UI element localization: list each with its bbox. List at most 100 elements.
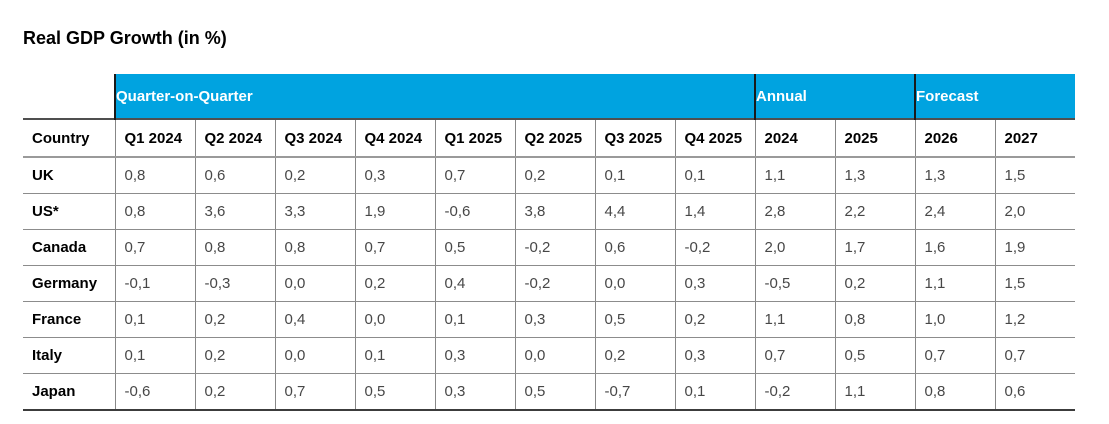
column-header-2024: 2024 xyxy=(754,118,835,158)
table-cell: 0,3 xyxy=(434,337,515,374)
table-cell: 2,4 xyxy=(914,193,995,230)
table-row-germany: Germany -0,1 -0,3 0,0 0,2 0,4 -0,2 0,0 0… xyxy=(23,265,1075,302)
table-cell: 0,7 xyxy=(434,157,515,194)
table-cell: 1,6 xyxy=(914,229,995,266)
table-cell: 0,7 xyxy=(914,337,995,374)
table-cell: 0,6 xyxy=(994,373,1075,411)
table-cell: 0,3 xyxy=(354,157,435,194)
table-cell: -0,2 xyxy=(514,265,595,302)
column-header-2026: 2026 xyxy=(914,118,995,158)
table-cell: 0,2 xyxy=(194,301,275,338)
table-cell: 0,5 xyxy=(514,373,595,411)
row-header-italy: Italy xyxy=(23,337,115,374)
table-cell: 0,3 xyxy=(514,301,595,338)
table-cell: 0,5 xyxy=(834,337,915,374)
table-cell: -0,5 xyxy=(754,265,835,302)
table-cell: 0,7 xyxy=(994,337,1075,374)
table-cell: 2,0 xyxy=(754,229,835,266)
table-cell: 0,4 xyxy=(434,265,515,302)
table-cell: 1,2 xyxy=(994,301,1075,338)
table-cell: 3,6 xyxy=(194,193,275,230)
table-cell: 1,5 xyxy=(994,265,1075,302)
group-band-annual: Annual xyxy=(754,74,915,119)
table-cell: 0,6 xyxy=(194,157,275,194)
table-cell: 0,2 xyxy=(194,373,275,411)
table-cell: 0,0 xyxy=(354,301,435,338)
page-title: Real GDP Growth (in %) xyxy=(23,28,227,48)
table-cell: 0,8 xyxy=(274,229,355,266)
column-header-q3-2025: Q3 2025 xyxy=(594,118,675,158)
table-cell: 4,4 xyxy=(594,193,675,230)
column-header-q1-2024: Q1 2024 xyxy=(114,118,195,158)
row-header-japan: Japan xyxy=(23,373,115,411)
table-row-canada: Canada 0,7 0,8 0,8 0,7 0,5 -0,2 0,6 -0,2… xyxy=(23,229,1075,266)
table-cell: 1,1 xyxy=(754,157,835,194)
table-cell: 0,8 xyxy=(194,229,275,266)
table-cell: 0,2 xyxy=(674,301,755,338)
table-row-us: US* 0,8 3,6 3,3 1,9 -0,6 3,8 4,4 1,4 2,8… xyxy=(23,193,1075,230)
table-cell: 2,8 xyxy=(754,193,835,230)
gdp-growth-table: Quarter-on-Quarter Annual Forecast Count… xyxy=(23,74,1075,411)
table-cell: 0,3 xyxy=(674,337,755,374)
row-header-uk: UK xyxy=(23,157,115,194)
table-cell: 0,7 xyxy=(754,337,835,374)
row-header-us: US* xyxy=(23,193,115,230)
group-band-row: Quarter-on-Quarter Annual Forecast xyxy=(23,74,1075,119)
table-cell: 0,6 xyxy=(594,229,675,266)
table-cell: 1,1 xyxy=(914,265,995,302)
table-cell: 0,5 xyxy=(594,301,675,338)
group-band-quarter-on-quarter: Quarter-on-Quarter xyxy=(114,74,755,119)
table-cell: 0,2 xyxy=(514,157,595,194)
table-cell: 1,3 xyxy=(834,157,915,194)
group-band-forecast: Forecast xyxy=(914,74,1075,119)
column-header-2025: 2025 xyxy=(834,118,915,158)
table-cell: -0,7 xyxy=(594,373,675,411)
table-cell: 0,1 xyxy=(354,337,435,374)
table-cell: 1,7 xyxy=(834,229,915,266)
column-header-row: Country Q1 2024 Q2 2024 Q3 2024 Q4 2024 … xyxy=(23,118,1075,158)
table-cell: 0,3 xyxy=(674,265,755,302)
table-cell: -0,3 xyxy=(194,265,275,302)
table-cell: 0,1 xyxy=(434,301,515,338)
table-row-uk: UK 0,8 0,6 0,2 0,3 0,7 0,2 0,1 0,1 1,1 1… xyxy=(23,157,1075,194)
table-cell: 0,1 xyxy=(594,157,675,194)
table-cell: 0,7 xyxy=(274,373,355,411)
table-cell: 0,3 xyxy=(434,373,515,411)
table-cell: 0,7 xyxy=(354,229,435,266)
table-cell: 0,1 xyxy=(114,337,195,374)
table-cell: 1,3 xyxy=(914,157,995,194)
table-cell: 0,8 xyxy=(114,157,195,194)
table-cell: 0,1 xyxy=(674,373,755,411)
table-cell: 1,4 xyxy=(674,193,755,230)
table-cell: 0,5 xyxy=(354,373,435,411)
table-cell: 1,1 xyxy=(754,301,835,338)
table-cell: 0,0 xyxy=(514,337,595,374)
column-header-q3-2024: Q3 2024 xyxy=(274,118,355,158)
table-cell: 0,7 xyxy=(114,229,195,266)
table-cell: 0,8 xyxy=(834,301,915,338)
table-cell: 3,3 xyxy=(274,193,355,230)
table-cell: 1,1 xyxy=(834,373,915,411)
column-header-country: Country xyxy=(23,118,115,158)
table-cell: 0,0 xyxy=(594,265,675,302)
column-header-q2-2025: Q2 2025 xyxy=(514,118,595,158)
table-cell: 0,2 xyxy=(834,265,915,302)
table-cell: -0,1 xyxy=(114,265,195,302)
row-header-germany: Germany xyxy=(23,265,115,302)
table-cell: 1,5 xyxy=(994,157,1075,194)
table-cell: 0,4 xyxy=(274,301,355,338)
column-header-q2-2024: Q2 2024 xyxy=(194,118,275,158)
table-row-italy: Italy 0,1 0,2 0,0 0,1 0,3 0,0 0,2 0,3 0,… xyxy=(23,337,1075,374)
table-cell: 0,5 xyxy=(434,229,515,266)
table-cell: 2,0 xyxy=(994,193,1075,230)
table-cell: 3,8 xyxy=(514,193,595,230)
table-row-japan: Japan -0,6 0,2 0,7 0,5 0,3 0,5 -0,7 0,1 … xyxy=(23,373,1075,411)
table-cell: 0,2 xyxy=(274,157,355,194)
table-cell: 0,8 xyxy=(114,193,195,230)
table-row-france: France 0,1 0,2 0,4 0,0 0,1 0,3 0,5 0,2 1… xyxy=(23,301,1075,338)
row-header-france: France xyxy=(23,301,115,338)
table-cell: -0,2 xyxy=(514,229,595,266)
table-cell: 0,0 xyxy=(274,337,355,374)
table-cell: 0,2 xyxy=(194,337,275,374)
table-cell: 2,2 xyxy=(834,193,915,230)
